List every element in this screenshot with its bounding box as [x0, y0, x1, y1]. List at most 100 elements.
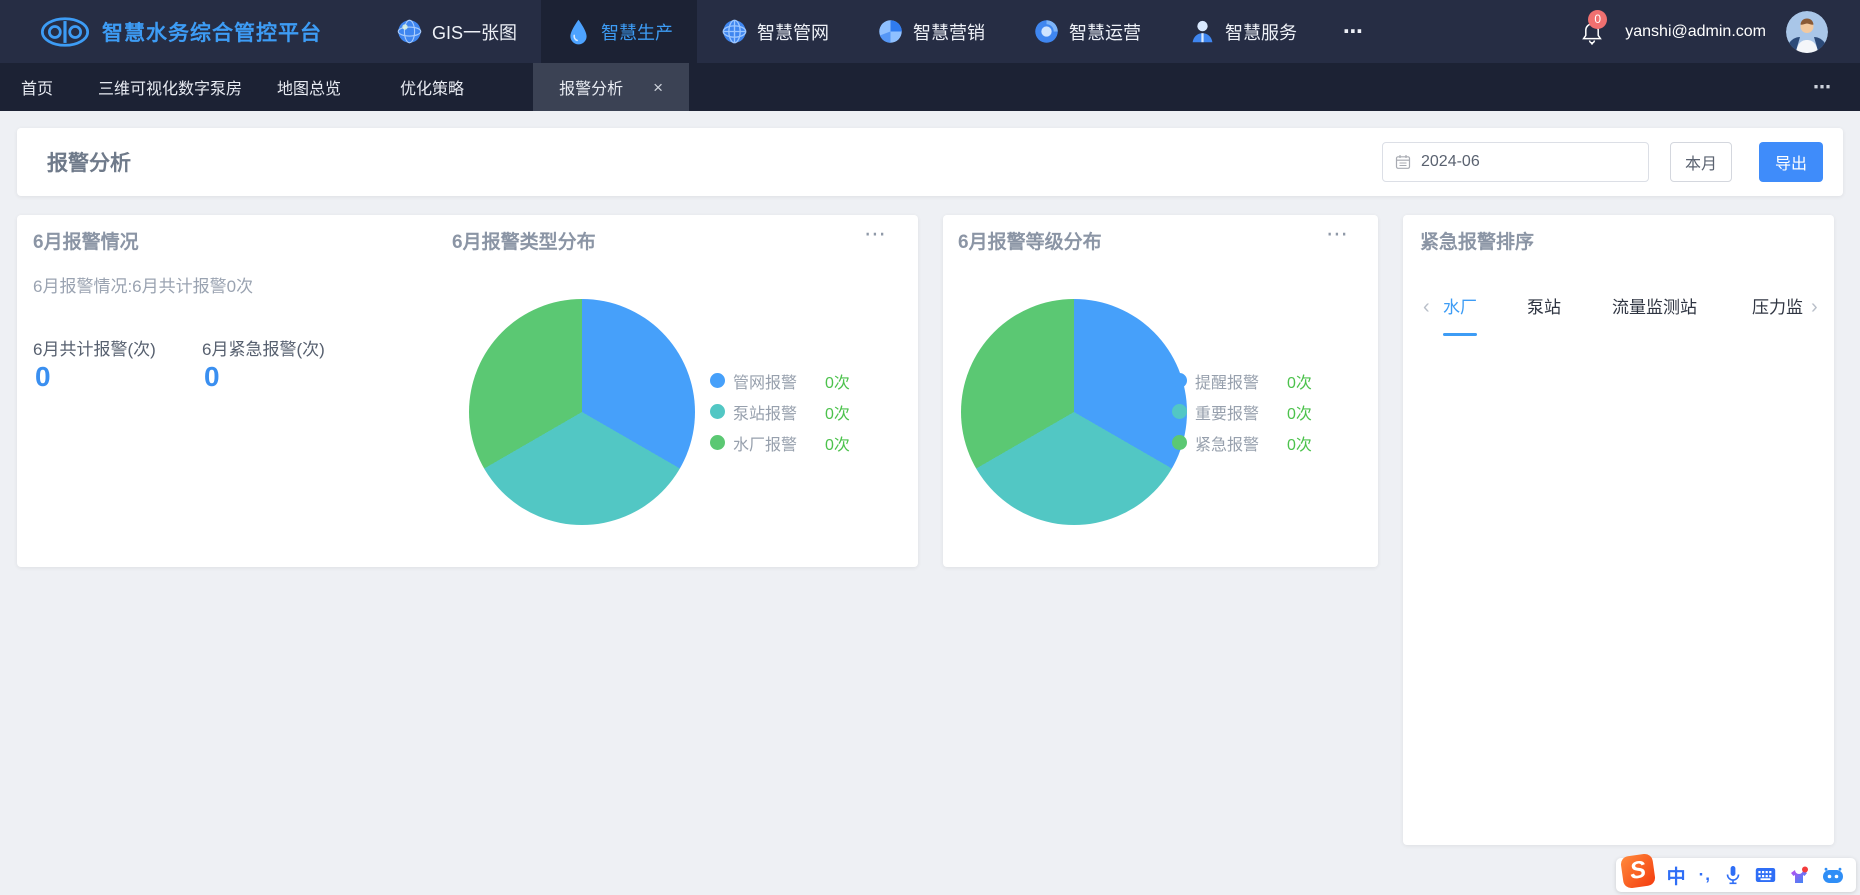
- stat-urgent-value: 0: [204, 361, 220, 392]
- page-header-card: 报警分析 2024-06 本月 导出: [17, 128, 1843, 196]
- legend-value: 0次: [1287, 374, 1312, 392]
- legend-value: 0次: [1287, 436, 1312, 454]
- menu-more-button[interactable]: ⋯: [1343, 21, 1364, 43]
- tab-alarm-analysis[interactable]: 报警分析 ×: [533, 63, 690, 111]
- type-pie-chart: [469, 299, 695, 525]
- menu-item-label: GIS一张图: [432, 22, 518, 43]
- month-picker-input[interactable]: 2024-06: [1382, 142, 1649, 182]
- stat-total-label: 6月共计报警(次): [33, 340, 156, 359]
- header-controls: 2024-06 本月 导出: [1382, 142, 1823, 182]
- page-tabbar: 首页 三维可视化数字泵房 地图总览 优化策略 报警分析 × ⋯: [0, 63, 1860, 111]
- avatar[interactable]: [1786, 10, 1828, 53]
- stat-total-value: 0: [35, 361, 51, 392]
- legend-item[interactable]: 管网报警 0次: [710, 365, 850, 396]
- ime-toolbar: S 中 ·,: [1615, 852, 1856, 892]
- sogou-logo[interactable]: S: [1619, 852, 1656, 890]
- month-picker-value: 2024-06: [1421, 153, 1480, 170]
- legend-label: 管网报警: [733, 374, 798, 392]
- platform-logo-icon: [40, 16, 90, 47]
- alarm-overview-card: 6月报警情况 6月报警情况:6月共计报警0次 6月共计报警(次) 6月紧急报警(…: [17, 215, 918, 567]
- pie-chart-icon: [879, 20, 902, 43]
- ring-icon: [1035, 20, 1058, 43]
- ranking-title: 紧急报警排序: [1420, 232, 1535, 253]
- cards-row: 6月报警情况 6月报警情况:6月共计报警0次 6月共计报警(次) 6月紧急报警(…: [17, 215, 1843, 850]
- legend-item[interactable]: 提醒报警 0次: [1172, 365, 1312, 396]
- menu-item-operations[interactable]: 智慧运营: [1009, 0, 1165, 63]
- globe-icon: [397, 19, 422, 44]
- legend-value: 0次: [825, 405, 850, 423]
- avatar-person-icon: [1786, 10, 1828, 53]
- legend-dot: [710, 404, 725, 419]
- ranking-tab-flowstation[interactable]: 流量监测站: [1612, 298, 1697, 317]
- platform-title: 智慧水务综合管控平台: [102, 21, 322, 45]
- legend-item[interactable]: 紧急报警 0次: [1172, 427, 1312, 458]
- stat-urgent-label: 6月紧急报警(次): [202, 340, 325, 359]
- tab-3d-pumphouse[interactable]: 三维可视化数字泵房: [98, 81, 243, 98]
- pipe-globe-icon: [722, 19, 747, 44]
- legend-label: 水厂报警: [733, 436, 798, 454]
- menu-item-label: 智慧服务: [1225, 22, 1298, 43]
- tab-label: 报警分析: [559, 81, 624, 98]
- tab-map-overview[interactable]: 地图总览: [277, 81, 342, 98]
- navbar-right: 0 yanshi@admin.com: [1579, 0, 1860, 63]
- ranking-tab-pressure[interactable]: 压力监: [1752, 298, 1803, 317]
- legend-item[interactable]: 重要报警 0次: [1172, 396, 1312, 427]
- type-chart-menu-button[interactable]: ⋯: [864, 221, 888, 246]
- chevron-right-icon[interactable]: ›: [1811, 296, 1818, 318]
- menu-item-label: 智慧营销: [913, 22, 986, 43]
- menu-item-label: 智慧生产: [601, 22, 674, 43]
- type-chart-title: 6月报警类型分布: [452, 232, 596, 253]
- level-chart-title: 6月报警等级分布: [958, 232, 1102, 253]
- close-icon[interactable]: ×: [653, 77, 664, 97]
- menu-item-service[interactable]: 智慧服务: [1165, 0, 1321, 63]
- legend-dot: [710, 435, 725, 450]
- legend-item[interactable]: 水厂报警 0次: [710, 427, 850, 458]
- ranking-tab-waterplant[interactable]: 水厂: [1443, 298, 1477, 317]
- urgent-ranking-card: 紧急报警排序 ‹ 水厂 泵站 流量监测站 压力监 ›: [1403, 215, 1834, 845]
- top-navbar: 智慧水务综合管控平台 GIS一张图 智慧生产: [0, 0, 1860, 63]
- current-month-button[interactable]: 本月: [1670, 142, 1732, 182]
- brand: 智慧水务综合管控平台: [0, 0, 372, 63]
- service-person-icon: [1192, 20, 1213, 43]
- legend-label: 重要报警: [1195, 405, 1260, 423]
- keyboard-icon[interactable]: [1755, 867, 1776, 883]
- ranking-active-underline: [1443, 333, 1477, 336]
- legend-value: 0次: [825, 374, 850, 392]
- notification-bell-button[interactable]: 0: [1579, 9, 1608, 47]
- level-pie-chart: [961, 299, 1187, 525]
- notification-badge: 0: [1588, 9, 1608, 29]
- menu-item-gis[interactable]: GIS一张图: [372, 0, 541, 63]
- menu-item-label: 智慧运营: [1069, 22, 1142, 43]
- water-drop-icon: [570, 19, 587, 45]
- chinese-mode-icon[interactable]: 中: [1666, 866, 1686, 888]
- legend-dot: [1172, 404, 1187, 419]
- legend-value: 0次: [825, 436, 850, 454]
- tabbar-more-button[interactable]: ⋯: [1813, 76, 1832, 97]
- alarm-level-card: 6月报警等级分布 ⋯ 提醒报警 0次 重要报警 0次 紧急报警 0次: [943, 215, 1378, 567]
- calendar-icon: [1395, 155, 1411, 169]
- legend-label: 泵站报警: [733, 405, 798, 423]
- menu-item-production[interactable]: 智慧生产: [541, 0, 698, 63]
- page-title: 报警分析: [47, 152, 131, 175]
- menu-item-pipenet[interactable]: 智慧管网: [697, 0, 853, 63]
- legend-label: 紧急报警: [1195, 436, 1260, 454]
- legend-dot: [710, 373, 725, 388]
- chevron-left-icon[interactable]: ‹: [1423, 296, 1430, 318]
- tab-home[interactable]: 首页: [21, 81, 54, 98]
- legend-dot: [1172, 435, 1187, 450]
- emoji-icon[interactable]: [1822, 867, 1844, 884]
- legend-item[interactable]: 泵站报警 0次: [710, 396, 850, 427]
- type-chart-legend: 管网报警 0次 泵站报警 0次 水厂报警 0次: [710, 365, 850, 458]
- overview-title: 6月报警情况: [33, 232, 139, 253]
- legend-value: 0次: [1287, 405, 1312, 423]
- level-chart-legend: 提醒报警 0次 重要报警 0次 紧急报警 0次: [1172, 365, 1312, 458]
- menu-item-marketing[interactable]: 智慧营销: [853, 0, 1009, 63]
- level-chart-menu-button[interactable]: ⋯: [1326, 221, 1350, 246]
- export-button[interactable]: 导出: [1759, 142, 1823, 182]
- ranking-tab-pumpstation[interactable]: 泵站: [1527, 298, 1561, 317]
- tab-optimization[interactable]: 优化策略: [400, 81, 465, 98]
- user-email[interactable]: yanshi@admin.com: [1625, 22, 1766, 40]
- microphone-icon[interactable]: [1724, 865, 1742, 885]
- punctuation-icon[interactable]: ·,: [1698, 865, 1711, 884]
- skin-icon[interactable]: [1789, 866, 1809, 885]
